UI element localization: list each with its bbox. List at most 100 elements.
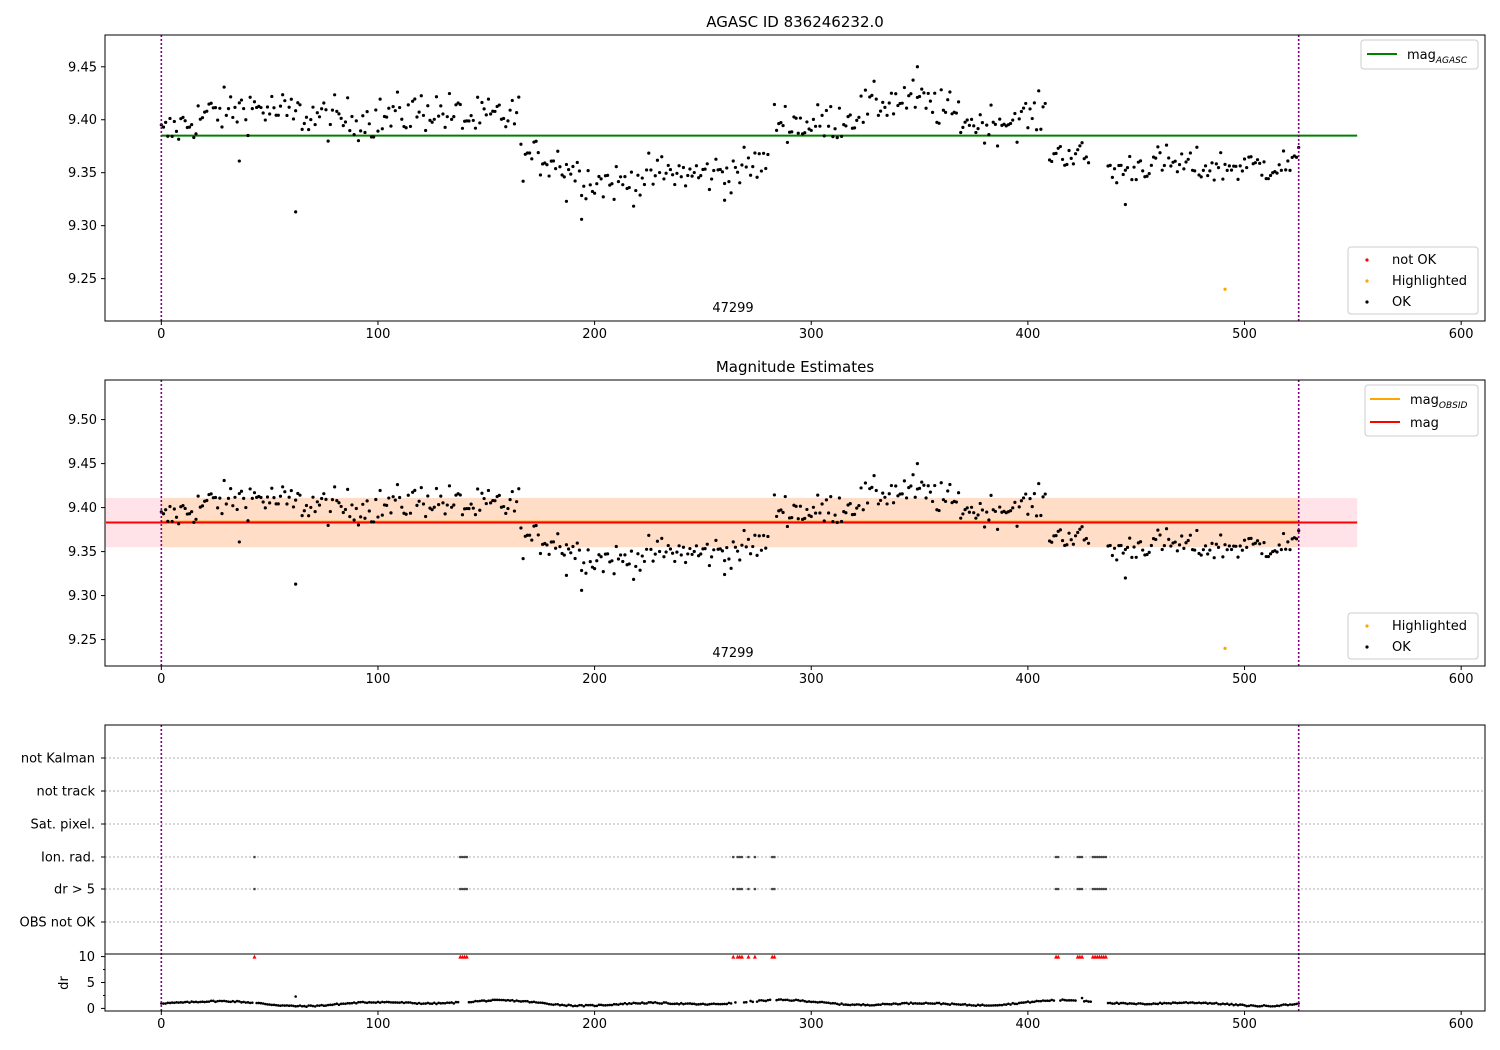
x-tick-label: 0 xyxy=(157,327,165,342)
ok-point xyxy=(1145,552,1149,557)
ok-point xyxy=(1262,541,1266,545)
ok-point xyxy=(937,121,941,125)
ok-point xyxy=(1123,576,1127,580)
ok-point xyxy=(651,559,655,563)
dr-point xyxy=(1030,1000,1034,1004)
ok-point xyxy=(242,106,246,111)
ok-point xyxy=(1184,541,1188,545)
ok-point xyxy=(1258,161,1262,165)
ok-point xyxy=(372,135,376,139)
dr-point xyxy=(723,1002,726,1006)
ok-point xyxy=(519,142,523,146)
dr-point xyxy=(240,1001,243,1004)
agasc-panel: AGASC ID 836246232.0 0 100 200 300 400 500 600… xyxy=(68,13,1486,342)
ok-point xyxy=(1141,169,1145,173)
dr-point xyxy=(939,1002,943,1006)
ok-point xyxy=(751,165,755,169)
dr-point xyxy=(604,1004,607,1007)
dr-point xyxy=(1271,1004,1274,1008)
ok-point xyxy=(348,515,352,519)
flag-row-label: not track xyxy=(36,785,95,800)
ok-point xyxy=(748,173,753,177)
dr-point xyxy=(508,999,512,1002)
ok-point xyxy=(1229,168,1234,172)
dr-point xyxy=(1275,1004,1279,1007)
ok-point xyxy=(213,495,218,500)
ok-point xyxy=(911,473,915,477)
dr-point xyxy=(406,1001,410,1004)
ok-point xyxy=(1216,545,1221,549)
ok-point xyxy=(657,170,662,175)
dr-point xyxy=(575,1004,579,1008)
dr-point xyxy=(517,999,521,1003)
x-tick-label: 500 xyxy=(1232,1017,1257,1032)
ok-point xyxy=(209,492,213,496)
flag-hit xyxy=(1076,855,1080,859)
ok-point xyxy=(337,501,341,505)
dr-point xyxy=(415,1002,419,1006)
dr-point xyxy=(1247,1004,1251,1008)
dr-point xyxy=(519,1000,523,1003)
ok-point xyxy=(902,479,907,483)
dr-point xyxy=(1184,1000,1188,1004)
dr-point xyxy=(638,1002,642,1005)
ok-point xyxy=(785,140,790,145)
ok-point xyxy=(1037,481,1041,486)
dr-point xyxy=(658,1002,661,1005)
ok-point xyxy=(714,538,718,542)
dr-point xyxy=(1147,1002,1151,1006)
ok-point xyxy=(320,496,324,501)
ok-point xyxy=(289,97,293,101)
ok-point xyxy=(1177,543,1182,547)
ok-point xyxy=(686,552,690,556)
dr-point xyxy=(326,1003,330,1007)
ok-point xyxy=(930,110,935,114)
ok-point xyxy=(580,568,584,573)
ok-point xyxy=(1164,143,1169,147)
dr-point xyxy=(1134,1002,1138,1006)
ok-point xyxy=(861,120,865,124)
ok-point xyxy=(1065,543,1069,547)
ok-point xyxy=(469,113,473,118)
ok-point xyxy=(1180,534,1184,538)
ok-point xyxy=(764,166,768,171)
ok-point xyxy=(865,501,870,505)
ok-point xyxy=(1288,168,1292,172)
ok-point xyxy=(493,109,497,114)
ok-point xyxy=(991,508,995,512)
ok-point xyxy=(564,573,569,577)
ok-point xyxy=(753,533,757,537)
dr-point xyxy=(1249,1003,1253,1007)
ok-point xyxy=(826,124,831,128)
ok-point xyxy=(330,498,335,502)
dr-point xyxy=(606,1003,609,1007)
dr-point xyxy=(653,1000,657,1004)
dr-y-tick-label: 0 xyxy=(87,1002,95,1017)
dr-point xyxy=(1132,1002,1136,1005)
flag-hit xyxy=(1056,855,1060,859)
ok-point xyxy=(1275,171,1279,175)
ok-point xyxy=(900,101,904,105)
dr-point xyxy=(1067,999,1071,1002)
ok-point xyxy=(326,523,330,527)
ok-point xyxy=(1249,155,1253,159)
ok-point xyxy=(833,513,837,517)
dr-point xyxy=(1273,1004,1277,1008)
ok-point xyxy=(1021,106,1026,110)
dr-point xyxy=(757,999,761,1002)
y-tick-label: 9.30 xyxy=(68,589,97,604)
dr-point xyxy=(1061,998,1064,1001)
ok-point xyxy=(489,112,493,116)
highlighted-point xyxy=(1223,287,1227,291)
dr-point xyxy=(212,999,215,1003)
ok-point xyxy=(1108,163,1112,167)
dr-point xyxy=(502,998,505,1002)
ok-point xyxy=(722,181,727,186)
dr-point xyxy=(417,1001,421,1005)
dr-point xyxy=(1171,1001,1175,1004)
dr-point xyxy=(827,1001,830,1005)
flag-hit xyxy=(773,887,776,891)
x-tick-label: 0 xyxy=(157,1017,165,1032)
dr-point xyxy=(768,998,772,1002)
dr-point xyxy=(510,998,514,1002)
